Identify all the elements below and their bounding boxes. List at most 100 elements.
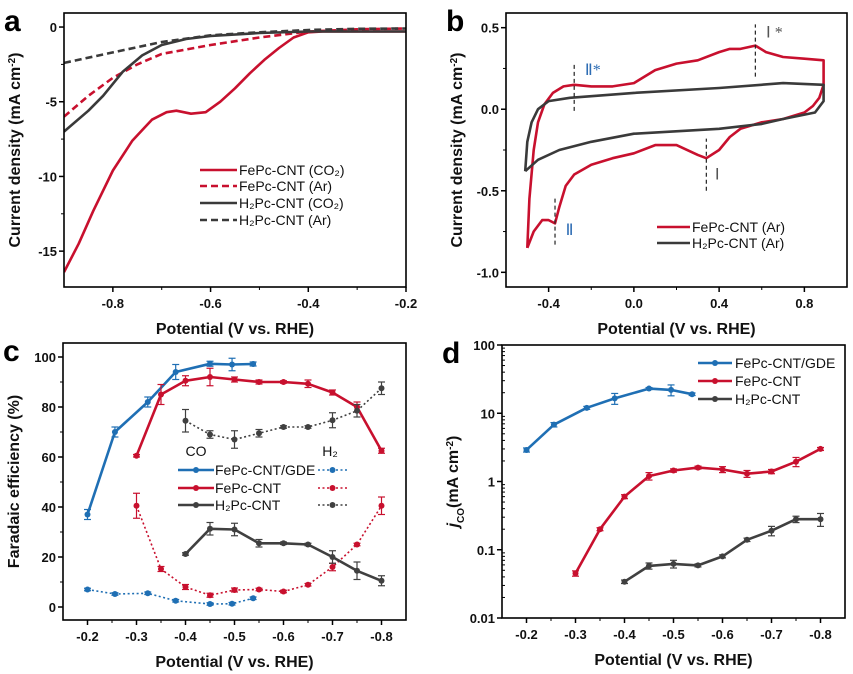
data-point: [231, 526, 238, 533]
x-tick-label: -0.5: [223, 629, 245, 644]
y-axis-label: Current density (mA cm-2): [7, 52, 25, 247]
legend-entry-label: H₂Pc-CNT (Ar): [692, 235, 784, 251]
x-axis-label: Potential (V vs. RHE): [155, 654, 313, 671]
y-tick-label: 100: [34, 350, 56, 365]
data-point: [231, 376, 238, 383]
data-point: [158, 391, 164, 398]
data-point: [250, 361, 257, 367]
data-point: [329, 417, 336, 424]
y-tick-label: 0.01: [470, 611, 495, 626]
data-point: [305, 541, 311, 548]
x-tick-label: -0.3: [125, 629, 147, 644]
data-point: [231, 436, 238, 443]
data-point: [597, 526, 603, 533]
y-tick-label: 60: [42, 450, 56, 465]
legend-marker: [329, 485, 336, 491]
x-axis-label: Potential (V vs. RHE): [156, 321, 314, 338]
data-point: [670, 467, 677, 474]
data-point: [84, 511, 91, 518]
data-point: [111, 591, 118, 597]
data-point: [280, 379, 287, 385]
legend: FePc-CNT (CO₂)FePc-CNT (Ar)H₂Pc-CNT (CO₂…: [200, 162, 345, 228]
y-tick-label: 1: [488, 475, 495, 490]
data-point: [256, 540, 262, 547]
y-axis-label-part: -2: [449, 57, 460, 66]
data-point: [719, 466, 726, 473]
y-axis-label: Current density (mA cm-2): [449, 52, 467, 247]
data-point: [280, 424, 287, 430]
data-point: [144, 590, 151, 597]
legend-header: CO: [186, 443, 207, 459]
data-point: [793, 458, 799, 465]
data-point: [250, 595, 257, 602]
data-point: [611, 395, 618, 402]
data-point: [182, 584, 189, 590]
y-tick-label: 0: [49, 600, 56, 615]
peak-label: Ⅰ *: [766, 24, 783, 41]
data-point: [229, 600, 236, 607]
x-tick-label: -0.5: [662, 627, 684, 642]
data-point: [133, 452, 140, 459]
data-point: [207, 525, 213, 532]
data-point: [172, 597, 179, 604]
data-point: [84, 586, 91, 593]
y-tick-label: 80: [42, 400, 56, 415]
series-h-pc-cnt-ar--line: [523, 81, 825, 173]
peak-label: Ⅱ: [566, 222, 574, 239]
data-point: [378, 447, 385, 454]
peak-label: Ⅱ*: [585, 62, 601, 79]
data-point: [305, 424, 311, 430]
legend-entry-label: FePc-CNT (CO₂): [239, 162, 345, 178]
legend-entry-label: FePc-CNT/GDE: [735, 355, 835, 371]
y-axis-label-part: Current density (mA cm: [449, 67, 466, 248]
data-point: [646, 473, 652, 480]
data-point: [689, 391, 696, 398]
data-point: [182, 551, 189, 557]
y-tick-label: 100: [473, 338, 495, 353]
y-tick-label: 0.1: [477, 543, 495, 558]
y-tick-label: -0.5: [477, 184, 499, 199]
data-point: [768, 527, 775, 534]
y-tick-label: 0.5: [481, 21, 499, 36]
y-axis-label: Faradaic efficiency (%): [6, 395, 23, 568]
legend-entry-label: FePc-CNT: [215, 480, 282, 496]
plot-frame: [62, 342, 407, 621]
data-point: [378, 577, 385, 584]
y-axis-label-part: ): [449, 52, 466, 57]
data-point: [646, 562, 652, 569]
x-tick-label: -0.4: [297, 296, 320, 311]
data-point: [695, 464, 701, 471]
plot-area: [523, 384, 824, 585]
plot-area: [523, 24, 825, 249]
x-tick-label: -0.4: [613, 627, 636, 642]
data-point: [207, 601, 213, 607]
panel-d: -0.2 -0.3 -0.4 -0.5 -0.6 -0.7 -0.8 100 10 1 0.1 0.0…: [442, 337, 846, 669]
panel-b: -0.4 0.0 0.4 0.8 0.5 0.0 -0.5 -1.0 Ⅰ * Ⅱ* Ⅰ Ⅱb Poten…: [446, 5, 848, 338]
x-tick-label: 0.8: [795, 296, 813, 311]
plot-area: [84, 357, 385, 607]
y-tick-label: 0: [50, 20, 57, 35]
data-point: [378, 385, 385, 392]
y-axis-label-part: -2: [445, 441, 456, 450]
legend-entry-label: FePc-CNT/GDE: [215, 462, 315, 478]
peak-label: Ⅰ: [715, 166, 720, 183]
y-axis-label-part: ): [445, 436, 462, 441]
data-point: [111, 429, 118, 435]
legend-entry-label: H₂Pc-CNT (CO₂): [239, 195, 344, 211]
data-point: [523, 446, 530, 453]
y-axis-label: jCO(mA cm-2): [445, 436, 467, 530]
y-tick-label: -15: [38, 244, 57, 259]
series-fepc-cnt-co--line: [64, 30, 406, 273]
legend-entry-label: H₂Pc-CNT (Ar): [239, 212, 331, 228]
x-tick-label: -0.2: [395, 296, 417, 311]
x-tick-label: -0.3: [564, 627, 586, 642]
data-point: [583, 404, 590, 411]
x-tick-label: -0.6: [711, 627, 733, 642]
data-point: [550, 421, 557, 428]
data-point: [305, 380, 311, 387]
data-point: [256, 586, 262, 593]
x-tick-label: -0.7: [321, 629, 343, 644]
y-tick-label: 20: [42, 550, 56, 565]
